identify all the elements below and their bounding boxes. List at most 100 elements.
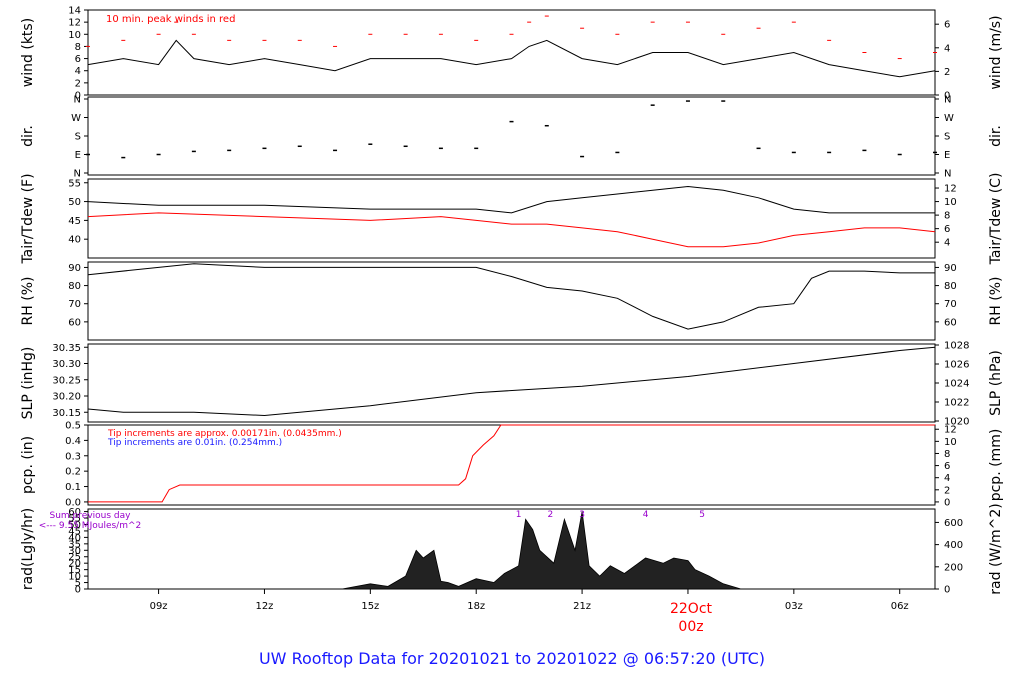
xtick-label: 18z (467, 601, 485, 612)
ytick-label: 0.5 (65, 421, 81, 432)
ylabel-right: dir. (988, 125, 1004, 147)
ytick-label: 50 (68, 197, 81, 208)
ytick-label: 4 (75, 66, 81, 77)
ytick-label: 10 (68, 572, 81, 583)
panel-temp: Tair/Tdew (F) Tair/Tdew (C) 40 45 50 55 4 6 8 10 1… (20, 173, 1004, 266)
ytick-right-label: 12 (944, 425, 957, 436)
panel-frame (87, 96, 936, 176)
ytick-label: 0.4 (65, 436, 81, 447)
ytick-right-label: 1020 (944, 417, 969, 428)
ytick-right-label: 600 (944, 518, 963, 529)
ytick-label: 30.35 (52, 343, 81, 354)
ylabel-left: rad(Lgly/hr) (20, 508, 36, 590)
rad-sum-label: Sum previous day (50, 511, 132, 521)
date-sub-label: 00z (678, 619, 703, 635)
ytick-right-label: 10 (944, 197, 957, 208)
wind-annotation: 10 min. peak winds in red (106, 14, 235, 25)
ytick-label: 40 (68, 235, 81, 246)
ytick-right-label: 2 (944, 485, 950, 496)
panel-frame (87, 343, 936, 423)
ytick-right-label: 4 (944, 43, 950, 54)
ytick-right-label: S (944, 132, 950, 143)
ytick-right-label: 1024 (944, 379, 969, 390)
ytick-right-label: 0 (944, 585, 950, 596)
ytick-label: 0.3 (65, 451, 81, 462)
ytick-label: 12 (68, 18, 81, 29)
ytick-label: 30.25 (52, 375, 81, 386)
ytick-label: 0.1 (65, 482, 81, 493)
ytick-label: 30.30 (52, 359, 81, 370)
ytick-right-label: N (944, 95, 951, 106)
pcp-series (88, 424, 935, 503)
ytick-label: N (74, 95, 81, 106)
ytick-label: 15 (68, 565, 81, 576)
ytick-right-label: 12 (944, 184, 957, 195)
ytick-right-label: 6 (944, 224, 950, 235)
tair-series (87, 185, 935, 214)
ytick-right-label: 8 (944, 211, 950, 222)
ytick-right-label: 200 (944, 562, 963, 573)
ytick-label: 60 (68, 317, 81, 328)
ytick-label: S (75, 132, 81, 143)
panel-frame (87, 178, 936, 259)
panel-rh: RH (%) RH (%) 60 70 80 90 60 70 80 90 (20, 261, 1004, 341)
rad-marker: 1 (516, 510, 522, 520)
ylabel-left: Tair/Tdew (F) (20, 173, 36, 264)
ytick-right-label: 60 (944, 317, 957, 328)
rh-series (87, 263, 935, 330)
ylabel-right: wind (m/s) (988, 15, 1004, 89)
ytick-label: W (71, 113, 81, 124)
ylabel-right: RH (%) (988, 277, 1004, 326)
ytick-right-label: 1028 (944, 341, 969, 352)
ytick-label: 0.2 (65, 467, 81, 478)
ytick-right-label: 2 (944, 67, 950, 78)
ytick-right-label: E (944, 150, 950, 161)
xtick-label: 12z (255, 601, 273, 612)
ytick-label: 8 (75, 42, 81, 53)
ytick-label: 6 (75, 54, 81, 65)
ytick-right-label: 0 (944, 497, 950, 508)
rad-marker: 5 (699, 510, 705, 520)
panel-rad: rad(Lgly/hr) rad (W/m^2)05101520253035404… (20, 503, 1004, 595)
ytick-label: 50 (68, 520, 81, 531)
date-label: 22Oct (670, 601, 713, 617)
ytick-label: 2 (75, 78, 81, 89)
ytick-right-label: 1026 (944, 360, 969, 371)
ytick-label: 90 (68, 263, 81, 274)
ytick-label: 10 (68, 30, 81, 41)
ylabel-left: RH (%) (20, 277, 36, 326)
ylabel-left: SLP (inHg) (20, 347, 36, 420)
panel-dir: dir. dir.N NE ES SW WN N (20, 95, 1004, 180)
panel-slp: SLP (inHg) SLP (hPa) 30.15 30.20 30.25 30.30 3… (20, 341, 1004, 428)
ytick-right-label: 80 (944, 281, 957, 292)
ylabel-right: SLP (hPa) (988, 350, 1004, 416)
ytick-right-label: 1022 (944, 398, 969, 409)
ytick-label: 60 (68, 507, 81, 518)
ytick-label: 40 (68, 533, 81, 544)
rad-marker: 2 (547, 510, 553, 520)
pcp-note-blue: Tip increments are 0.01in. (0.254mm.) (107, 438, 282, 448)
x-axis: 09z 12z 15z 18z 21z 03z 06z 22Oct 00z (150, 589, 909, 635)
ytick-label: 70 (68, 299, 81, 310)
xtick-label: 21z (573, 601, 591, 612)
ylabel-right: Tair/Tdew (C) (988, 173, 1004, 266)
ytick-label: 25 (68, 552, 81, 563)
panel-frame (87, 261, 936, 341)
rad-area (342, 511, 742, 590)
ytick-label: 30.15 (52, 408, 81, 419)
ytick-right-label: 4 (944, 473, 950, 484)
ytick-label: 20 (68, 559, 81, 570)
panel-pcp: pcp. (in) pcp. (mm) 0.0 0.1 0.2 0.3 0.4 0.5 0246… (20, 421, 1004, 509)
ylabel-right: pcp. (mm) (988, 429, 1004, 502)
ytick-label: 35 (68, 539, 81, 550)
ytick-label: N (74, 169, 81, 180)
xtick-label: 09z (150, 601, 168, 612)
rad-sum-value: <--- 9.55 MJoules/m^2 (39, 521, 141, 531)
rad-marker: 4 (643, 510, 649, 520)
ytick-label: 14 (68, 6, 81, 17)
ytick-right-label: 6 (944, 461, 950, 472)
ytick-right-label: 90 (944, 263, 957, 274)
ytick-right-label: N (944, 169, 951, 180)
